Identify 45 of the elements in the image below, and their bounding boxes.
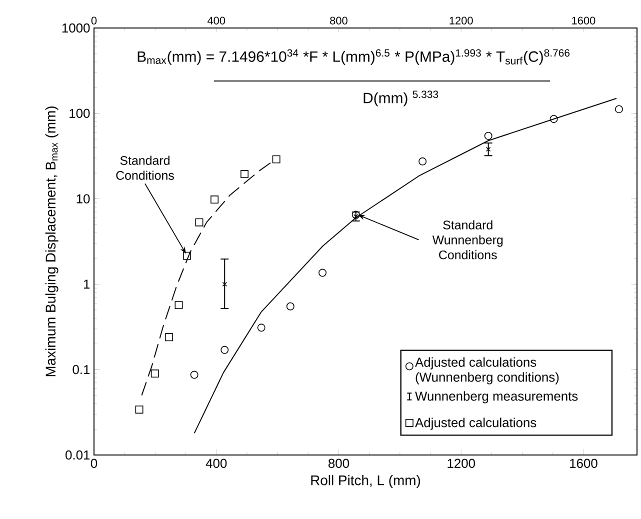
text: B$_{max}$(mm) = 7.1496*10$^{34}$ *F * L(mm)$^{6.5}$ * P(MPa)$^{1.993}$ * T$_{surf}$(C)$^{8.766}$ <box>138 49 570 65</box>
legend-label: Adjusted calculations <box>415 418 536 430</box>
x-tick-label: 800 <box>328 458 350 468</box>
point <box>352 210 360 219</box>
point <box>614 105 623 114</box>
point <box>286 302 294 310</box>
point <box>318 268 327 277</box>
point <box>210 196 219 204</box>
x-tick-label: 0 <box>90 458 98 468</box>
point <box>418 157 427 166</box>
point <box>183 252 191 260</box>
y-tick-label: 10 <box>76 194 90 204</box>
legend-label: Adjusted calculations (Wunnenberg conditions) <box>415 357 559 384</box>
point <box>190 370 198 379</box>
x2-tick-label: 400 <box>207 16 226 24</box>
annotation: Standard Conditions <box>116 156 174 180</box>
x2-tick-label: 1200 <box>450 16 473 24</box>
point <box>164 333 173 342</box>
y-tick-label: 0.1 <box>72 365 90 374</box>
x2-tick-label: 1600 <box>572 16 596 24</box>
y-tick-label: 1 <box>84 280 90 289</box>
x-tick-label: 1200 <box>448 458 476 468</box>
point <box>484 132 492 140</box>
point <box>353 214 358 219</box>
y-tick-label: 0.01 <box>66 450 90 460</box>
x2-tick-label: 800 <box>330 16 348 24</box>
point <box>272 155 280 164</box>
annotation: Standard Wunnenberg Conditions <box>432 220 503 260</box>
point <box>257 324 266 332</box>
x2-tick-label: 0 <box>91 16 97 24</box>
point <box>195 218 204 226</box>
point <box>135 406 144 414</box>
point <box>150 370 159 378</box>
point <box>220 346 229 354</box>
legend-label: Wunnenberg measurements <box>415 391 578 404</box>
y-axis-title: Maximum Bulging Displacement, B$_{max}$ (mm) <box>45 106 58 376</box>
y-tick-label: 100 <box>70 108 90 118</box>
point <box>174 301 183 310</box>
y-tick-label: 1000 <box>62 23 90 33</box>
x-tick-label: 1600 <box>570 458 598 468</box>
x-axis-title: Roll Pitch, L (mm) <box>311 475 420 488</box>
x-tick-label: 400 <box>206 458 227 468</box>
annotation: D(mm) $^{5.333}$ <box>364 90 438 106</box>
point <box>550 115 558 123</box>
point <box>240 170 248 178</box>
